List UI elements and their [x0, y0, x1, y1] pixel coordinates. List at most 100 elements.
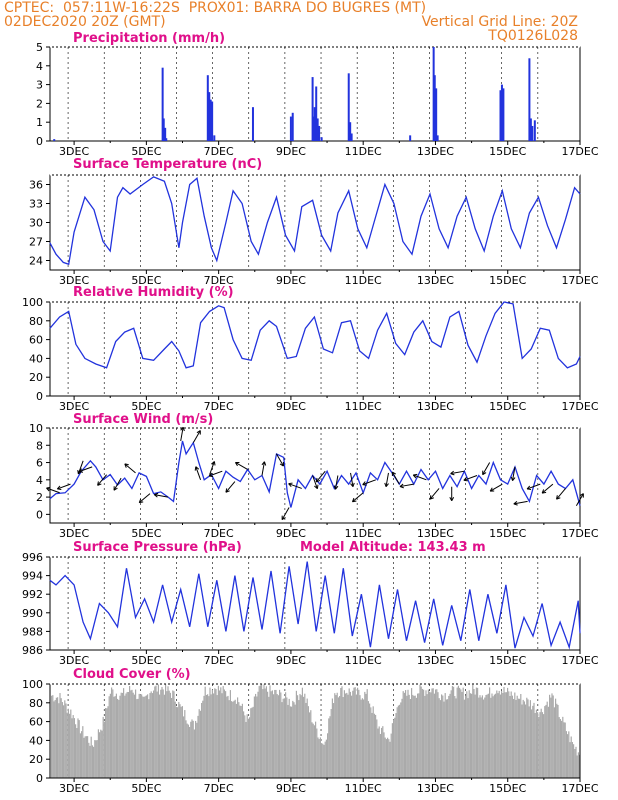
cloud-bar — [245, 721, 247, 778]
y-tick-label-pressure: 994 — [22, 570, 43, 583]
cloud-bar — [174, 701, 176, 778]
cloud-bar — [384, 737, 386, 778]
cloud-bar — [514, 692, 516, 778]
wind-arrow-head — [261, 461, 265, 466]
x-tick-label-cloud: 9DEC — [276, 782, 306, 795]
cloud-bar — [387, 737, 389, 778]
cloud-bar — [103, 721, 105, 778]
cloud-bar — [53, 701, 55, 778]
cloud-bar — [217, 685, 219, 778]
cloud-bar — [423, 689, 425, 778]
cloud-bar — [353, 687, 355, 778]
cloud-bar — [369, 703, 371, 778]
cloud-bar — [504, 692, 506, 778]
cloud-bar — [226, 696, 228, 778]
cloud-bar — [127, 692, 129, 778]
cloud-bar — [474, 694, 476, 778]
cloud-bar — [244, 715, 246, 778]
cloud-bar — [268, 696, 270, 778]
wind-arrow — [235, 461, 248, 470]
wind-arrow-shaft — [138, 493, 151, 504]
panel-precip: Precipitation (mm/h) 0 1 2 3 4 5 3DEC 5DEC 7DEC 9D… — [36, 31, 599, 158]
cloud-bar — [565, 731, 567, 778]
wind-arrow-head — [213, 461, 216, 466]
x-tick-label-precip: 13DEC — [417, 145, 454, 158]
cloud-bar — [451, 686, 453, 778]
cloud-bar — [293, 702, 295, 778]
cloud-bar — [372, 706, 374, 778]
y-tick-label-wind: 8 — [36, 439, 43, 452]
wind-arrow — [78, 466, 93, 473]
cloud-bar — [576, 755, 578, 778]
y-tick-label-precip: 1 — [36, 116, 43, 129]
cloud-bar — [58, 703, 60, 778]
panel-rh: Relative Humidity (%) 0 20 40 60 80 100 3DEC 5DE… — [22, 285, 599, 413]
cloud-bar — [161, 686, 163, 778]
wind-arrow-head — [510, 476, 513, 481]
cloud-bar — [121, 692, 123, 778]
cloud-bar — [90, 736, 92, 778]
cloud-bar — [190, 721, 192, 778]
cloud-bar — [84, 736, 86, 778]
cloud-bar — [453, 686, 455, 778]
cloud-bar — [243, 711, 245, 778]
cloud-bar — [123, 688, 125, 778]
cloud-bar — [279, 689, 281, 778]
cloud-bar — [207, 694, 209, 778]
cloud-bar — [495, 693, 497, 778]
cloud-bar — [364, 691, 366, 778]
wind-arrow — [276, 453, 284, 467]
cloud-bar — [298, 700, 300, 778]
wind-arrow-head — [225, 488, 228, 493]
cloud-bar — [354, 687, 356, 778]
cloud-bar — [257, 691, 259, 778]
cloud-bar — [535, 709, 537, 778]
x-tick-label-precip: 11DEC — [345, 145, 382, 158]
cloud-bar — [569, 742, 571, 778]
cloud-bar — [373, 713, 375, 778]
cloud-bar — [497, 693, 499, 778]
cloud-bar — [183, 716, 185, 778]
y-tick-label-wind: 10 — [29, 422, 43, 435]
cloud-bar — [124, 695, 126, 778]
cloud-bar — [551, 693, 553, 778]
cloud-bar — [71, 718, 73, 778]
x-tick-label-rh: 13DEC — [417, 400, 454, 413]
cloud-bar — [219, 690, 221, 778]
cloud-bar — [159, 694, 161, 778]
cloud-bar — [405, 690, 407, 778]
x-tick-label-cloud: 15DEC — [489, 782, 526, 795]
cloud-bar — [439, 700, 441, 778]
cloud-bar — [137, 698, 139, 778]
y-tick-label-cloud: 60 — [29, 716, 43, 729]
wind-arrow-shaft — [46, 487, 60, 494]
cloud-bar — [574, 748, 576, 778]
x-tick-label-pressure: 13DEC — [417, 654, 454, 667]
wind-arrow — [153, 492, 169, 498]
wind-arrow — [281, 507, 290, 521]
series-line-pressure — [49, 561, 581, 650]
x-tick-label-temp: 13DEC — [417, 274, 454, 287]
wind-arrow-head — [194, 466, 197, 471]
cloud-bar — [568, 731, 570, 778]
cloud-bar — [269, 685, 271, 778]
x-tick-label-temp: 15DEC — [489, 274, 526, 287]
wind-arrow-head — [451, 496, 455, 501]
wind-arrow-head — [413, 473, 418, 476]
cloud-bar — [414, 695, 416, 778]
cloud-bar — [96, 740, 98, 778]
cloud-bar — [126, 691, 128, 778]
cloud-bar — [454, 696, 456, 778]
wind-arrow — [556, 488, 566, 500]
cloud-bar — [485, 694, 487, 778]
cloud-bar — [503, 686, 505, 778]
cloud-bar — [409, 699, 411, 778]
cloud-bar — [114, 696, 116, 778]
cloud-bar — [168, 690, 170, 778]
x-tick-label-precip: 3DEC — [59, 145, 89, 158]
x-tick-label-rh: 7DEC — [204, 400, 234, 413]
cloud-bar — [192, 720, 194, 778]
x-tick-label-pressure: 17DEC — [561, 654, 598, 667]
cloud-bar — [528, 706, 530, 778]
cloud-bar — [292, 700, 294, 778]
